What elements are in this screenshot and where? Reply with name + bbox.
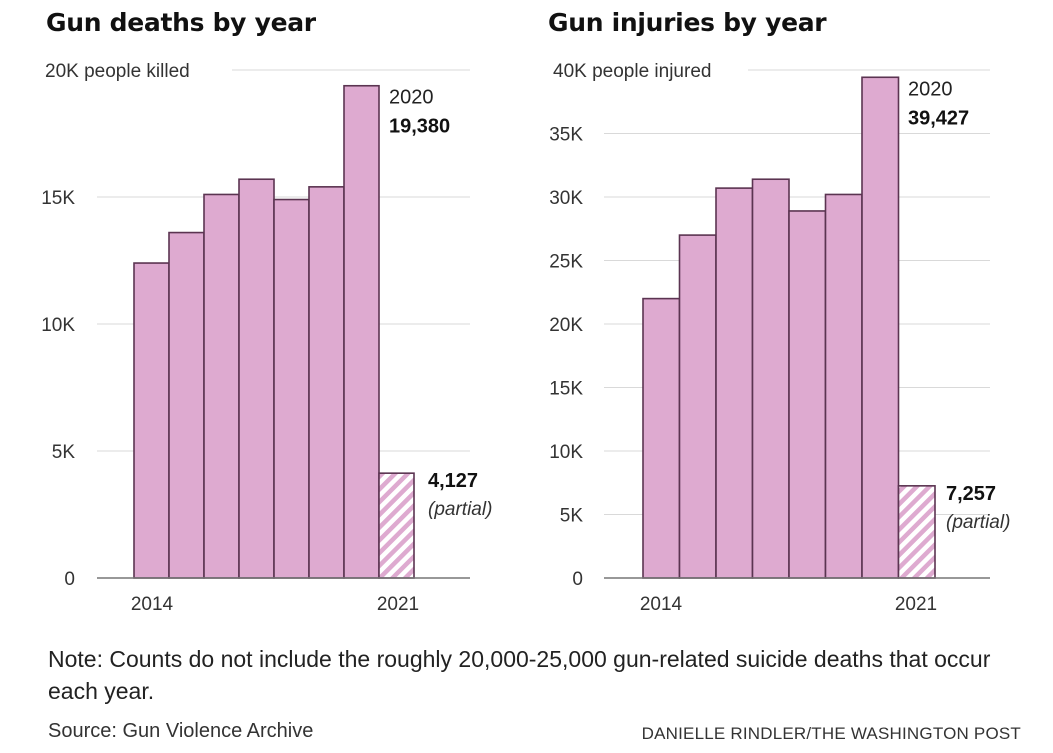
y-tick-label: 10K: [549, 442, 583, 463]
partial-value-label: 7,257: [946, 483, 996, 505]
bar-2016: [715, 187, 754, 579]
deaths-chart-title: Gun deaths by year: [46, 8, 316, 37]
x-tick-label: 2014: [131, 594, 174, 615]
x-tick-label: 2021: [895, 594, 937, 615]
charts-canvas: 0 5K 10K 15K 20K people killed 2014 2021 2020 19…: [41, 61, 1010, 615]
partial-value-label: 4,127: [428, 470, 478, 492]
peak-value-label: 19,380: [389, 116, 450, 138]
y-tick-label: 10K: [41, 315, 75, 336]
y-tick-label: 5K: [560, 506, 584, 527]
y-tick-label: 30K: [549, 188, 583, 209]
bar-2018: [788, 210, 827, 579]
y-tick-label: 5K: [52, 442, 76, 463]
bar-2015: [678, 234, 717, 579]
y-tick-label: 0: [64, 569, 75, 590]
gun-deaths-chart: 0 5K 10K 15K 20K people killed 2014 2021 2020 19…: [41, 61, 492, 615]
y-tick-label: 25K: [549, 252, 583, 273]
bar-2018: [273, 198, 310, 579]
bar-2014: [133, 262, 170, 579]
y-tick-label: 15K: [549, 379, 583, 400]
y-tick-label: 35K: [549, 125, 583, 146]
y-tick-label: 15K: [41, 188, 75, 209]
credit-line: DANIELLE RINDLER/THE WASHINGTON POST: [641, 724, 1021, 743]
bar-2016: [203, 193, 240, 579]
injuries-chart-title: Gun injuries by year: [548, 8, 827, 37]
bar-2020: [343, 84, 380, 579]
y-tick-label: 20K people killed: [45, 61, 190, 82]
bar-2017: [238, 178, 275, 579]
gun-injuries-chart: 0 5K 10K 15K 20K 25K 30K 35K 40K people injured 2…: [549, 61, 1010, 615]
x-tick-label: 2014: [640, 594, 683, 615]
peak-year-label: 2020: [908, 78, 953, 100]
bar-2015: [168, 231, 205, 579]
partial-note-label: (partial): [946, 512, 1010, 533]
peak-value-label: 39,427: [908, 107, 969, 129]
y-tick-label: 0: [572, 569, 583, 590]
y-tick-label: 40K people injured: [553, 61, 711, 82]
bar-2019: [308, 186, 345, 579]
bar-2019: [824, 193, 863, 579]
y-tick-label: 20K: [549, 315, 583, 336]
bar-2017: [751, 178, 790, 579]
bar-2021: [897, 485, 936, 579]
partial-note-label: (partial): [428, 499, 492, 520]
bar-2020: [861, 76, 900, 579]
x-tick-label: 2021: [377, 594, 419, 615]
bar-2021: [378, 472, 415, 579]
peak-year-label: 2020: [389, 87, 434, 109]
source-line: Source: Gun Violence Archive: [48, 720, 314, 742]
bar-2014: [642, 297, 681, 579]
footnote: Note: Counts do not include the roughly …: [48, 646, 991, 704]
